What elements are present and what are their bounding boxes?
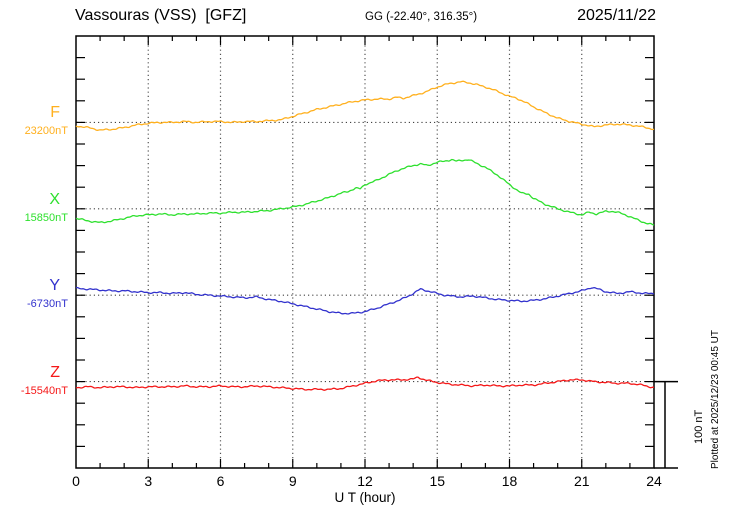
channel-Y-base-value: -6730nT (27, 298, 68, 311)
channel-X-label: X (49, 190, 60, 208)
hour-tick-label-15: 15 (429, 473, 446, 489)
page-title: Vassouras (VSS) [GFZ] (75, 7, 247, 24)
hour-tick-label-18: 18 (501, 473, 518, 489)
channel-Z-label: Z (50, 363, 60, 381)
hour-tick-label-0: 0 (72, 473, 80, 489)
x-axis-label: U T (hour) (334, 490, 396, 505)
plot-frame (75, 35, 655, 469)
scale-bar-label: 100 nT (693, 409, 705, 444)
plotted-timestamp: Plotted at 2025/12/23 00:45 UT (710, 330, 721, 469)
channel-Z-base-value: -15540nT (20, 384, 68, 397)
trace-Z (75, 376, 655, 391)
channel-X-base-value: 15850nT (24, 211, 68, 224)
plot-date: 2025/11/22 (577, 7, 656, 24)
trace-X (75, 158, 655, 226)
observatory-coordinates: GG (-22.40°, 316.35°) (365, 11, 478, 23)
channel-F-label: F (50, 104, 60, 122)
hour-tick-label-24: 24 (646, 473, 662, 489)
hour-tick-label-6: 6 (216, 473, 225, 489)
trace-F (75, 80, 655, 131)
hour-tick-label-9: 9 (288, 473, 297, 489)
hour-tick-label-12: 12 (357, 473, 373, 489)
channel-F-base-value: 23200nT (24, 125, 68, 138)
hour-tick-label-21: 21 (573, 473, 590, 489)
trace-Y (75, 286, 655, 315)
channel-Y-label: Y (49, 277, 60, 295)
hour-tick-label-3: 3 (144, 473, 153, 489)
